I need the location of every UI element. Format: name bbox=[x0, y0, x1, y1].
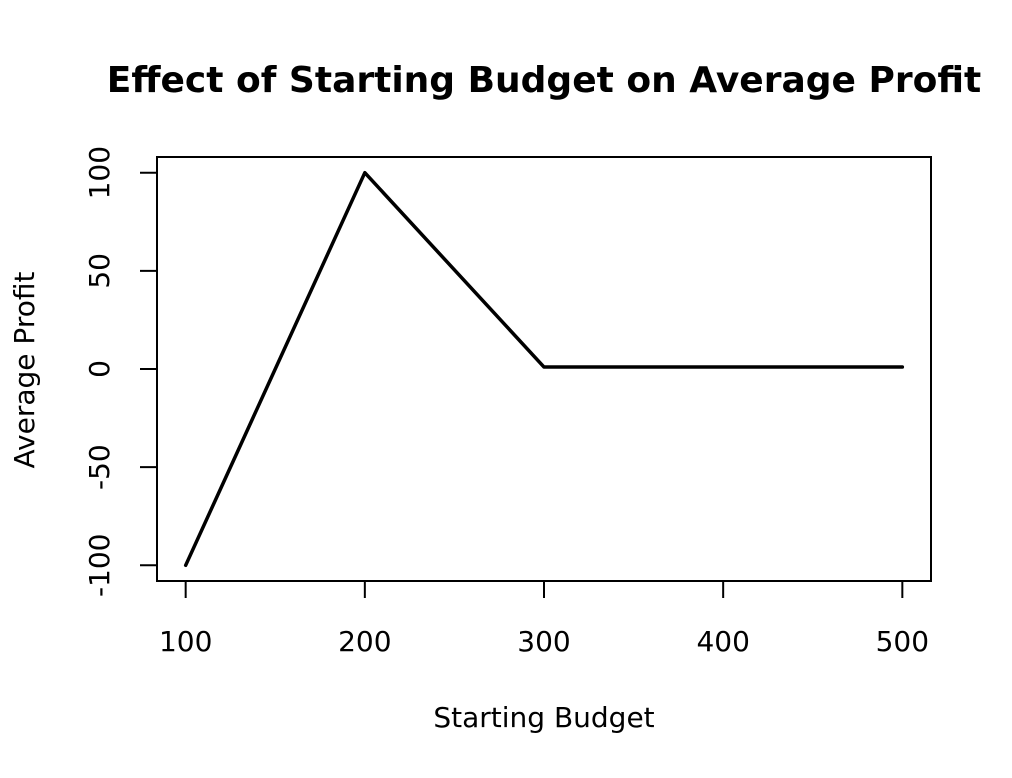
y-tick-label: -100 bbox=[83, 534, 116, 598]
series-layer bbox=[183, 170, 905, 568]
series-line bbox=[183, 170, 905, 568]
x-tick-label: 500 bbox=[876, 625, 929, 658]
x-axis: 100 200 300 400 500 bbox=[159, 580, 929, 658]
y-tick-label: 0 bbox=[83, 360, 116, 378]
y-tick-label: 50 bbox=[83, 253, 116, 289]
x-axis-label: Starting Budget bbox=[433, 701, 654, 734]
x-tick-label: 300 bbox=[517, 625, 570, 658]
plot-area-frame bbox=[156, 156, 932, 582]
y-axis: -100 -50 0 50 100 bbox=[83, 146, 158, 598]
x-tick-label: 400 bbox=[696, 625, 749, 658]
y-axis-label: Average Profit bbox=[8, 272, 41, 469]
y-tick-label: -50 bbox=[83, 444, 116, 490]
y-tick-label: 100 bbox=[83, 146, 116, 199]
x-tick-label: 100 bbox=[159, 625, 212, 658]
x-tick-label: 200 bbox=[338, 625, 391, 658]
chart-title: Effect of Starting Budget on Average Pro… bbox=[107, 60, 982, 101]
